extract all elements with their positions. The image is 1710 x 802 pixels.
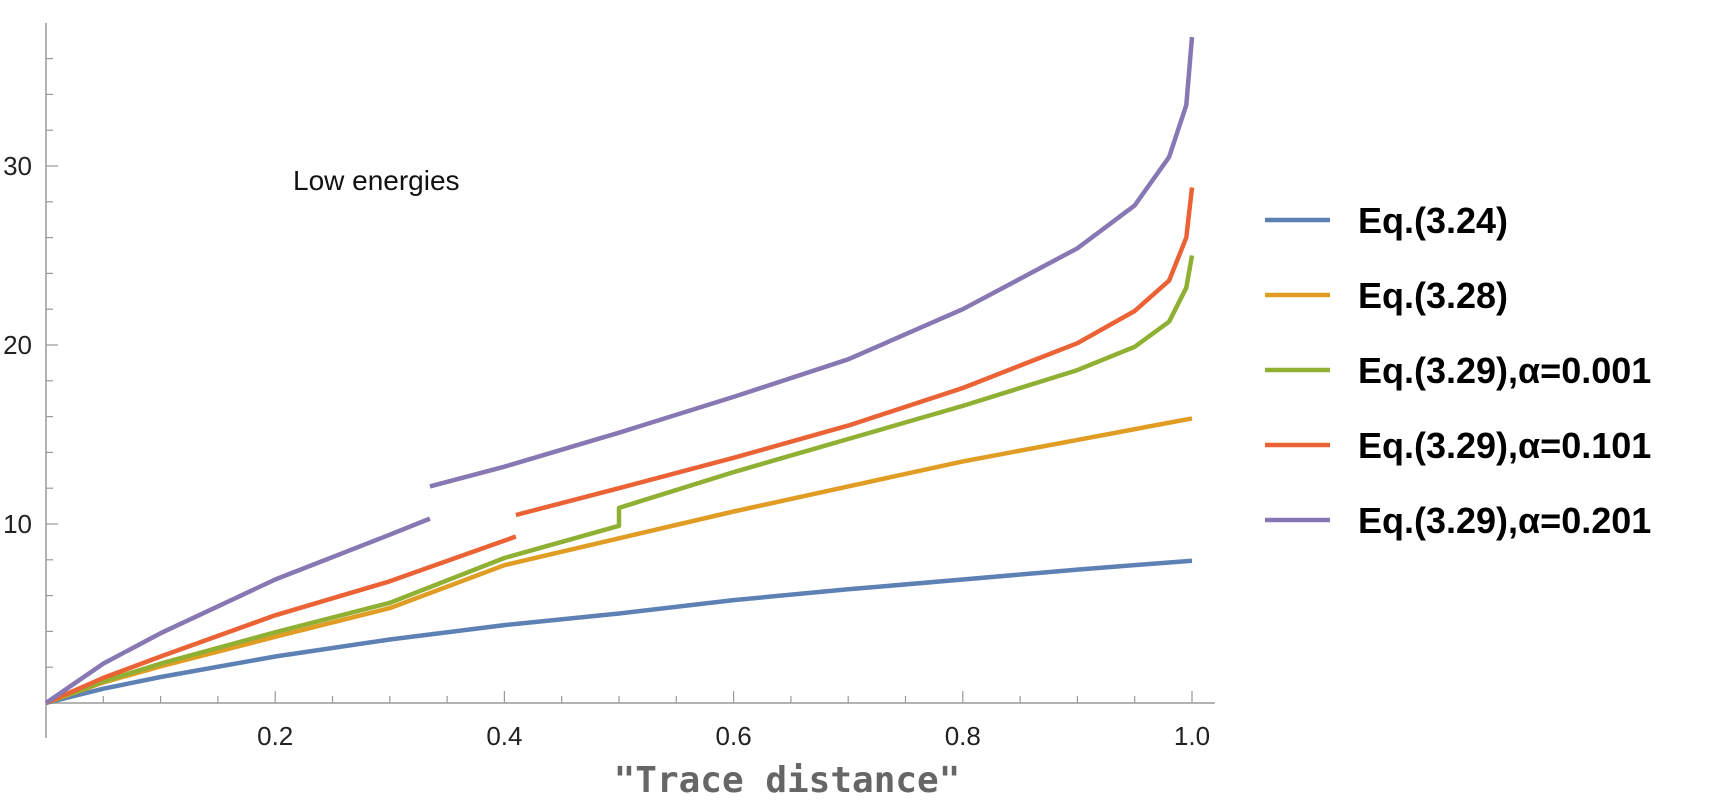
x-tick-label: 0.6 — [716, 721, 752, 751]
legend: Eq.(3.24) Eq.(3.28) Eq.(3.29),α=0.001 Eq.(3… — [1265, 200, 1651, 541]
series-line-5 — [429, 36, 1195, 489]
x-axis-label: "Trace distance" — [614, 760, 961, 801]
series-line-2 — [45, 416, 1193, 706]
legend-label: Eq.(3.29),α=0.001 — [1358, 350, 1651, 391]
series-line-3 — [45, 255, 1195, 706]
series-line-5 — [44, 516, 431, 705]
y-tick-label: 10 — [3, 509, 32, 539]
y-tick-label: 20 — [3, 330, 32, 360]
series-line-4 — [45, 534, 517, 706]
x-tick-label: 0.2 — [257, 721, 293, 751]
series-line-4 — [515, 187, 1195, 518]
x-tick-label: 1.0 — [1174, 721, 1210, 751]
legend-label: Eq.(3.28) — [1358, 275, 1508, 316]
legend-label: Eq.(3.24) — [1358, 200, 1508, 241]
x-tick-label: 0.8 — [945, 721, 981, 751]
series-layer — [44, 36, 1195, 706]
legend-label: Eq.(3.29),α=0.101 — [1358, 425, 1651, 466]
axes-layer: 0.2 0.4 0.6 0.8 1.0 10 20 30 — [3, 22, 1215, 751]
series-line-1 — [45, 558, 1193, 706]
chart-annotation: Low energies — [293, 165, 460, 196]
x-tick-label: 0.4 — [486, 721, 522, 751]
y-tick-label: 30 — [3, 151, 32, 181]
legend-label: Eq.(3.29),α=0.201 — [1358, 500, 1651, 541]
